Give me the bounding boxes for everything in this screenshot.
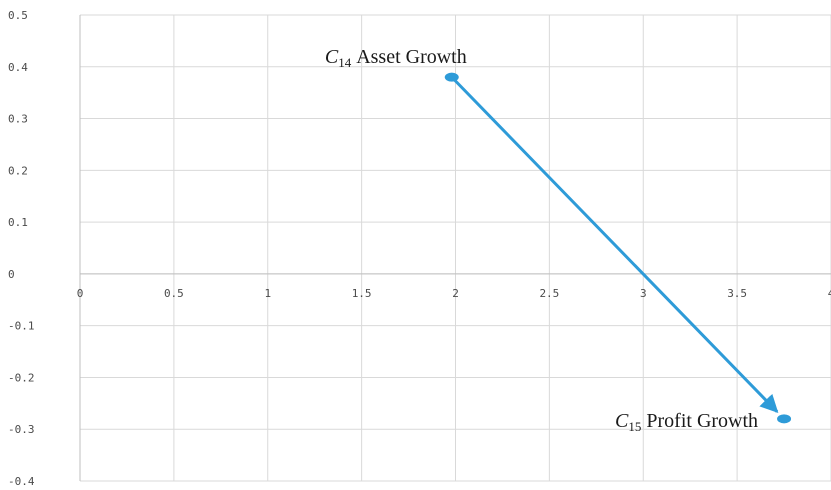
y-tick-label: 0.5 [8,9,28,22]
series [444,72,792,424]
x-axis-ticks: 0 0.5 1 1.5 2 2.5 3 3.5 4 [77,287,831,300]
x-tick-label: 1.5 [352,287,372,300]
x-tick-label: 4 [828,287,831,300]
y-tick-label: -0.3 [8,423,35,436]
x-tick-label: 3 [640,287,647,300]
point-labels: C14 Asset Growth C15 Profit Growth [325,46,758,434]
y-tick-label: -0.1 [8,320,35,333]
y-axis-ticks: 0.5 0.4 0.3 0.2 0.1 0 -0.1 -0.2 -0.3 -0.4 [8,9,35,488]
x-tick-label: 3.5 [727,287,747,300]
point-label: C15 Profit Growth [615,410,758,434]
series-arrow [450,76,779,413]
point-label: C14 Asset Growth [325,46,467,70]
y-tick-label: 0.3 [8,113,28,126]
axes [79,15,831,481]
data-point [444,72,459,82]
y-tick-label: 0.2 [8,164,28,177]
y-tick-label: 0 [8,268,15,281]
y-tick-label: 0.1 [8,216,28,229]
x-tick-label: 2 [452,287,459,300]
y-tick-label: -0.4 [8,475,35,488]
x-tick-label: 1 [264,287,271,300]
y-tick-label: 0.4 [8,61,28,74]
data-point [777,414,792,424]
x-tick-label: 0 [77,287,84,300]
x-tick-label: 0.5 [164,287,184,300]
x-tick-label: 2.5 [539,287,559,300]
y-tick-label: -0.2 [8,371,35,384]
